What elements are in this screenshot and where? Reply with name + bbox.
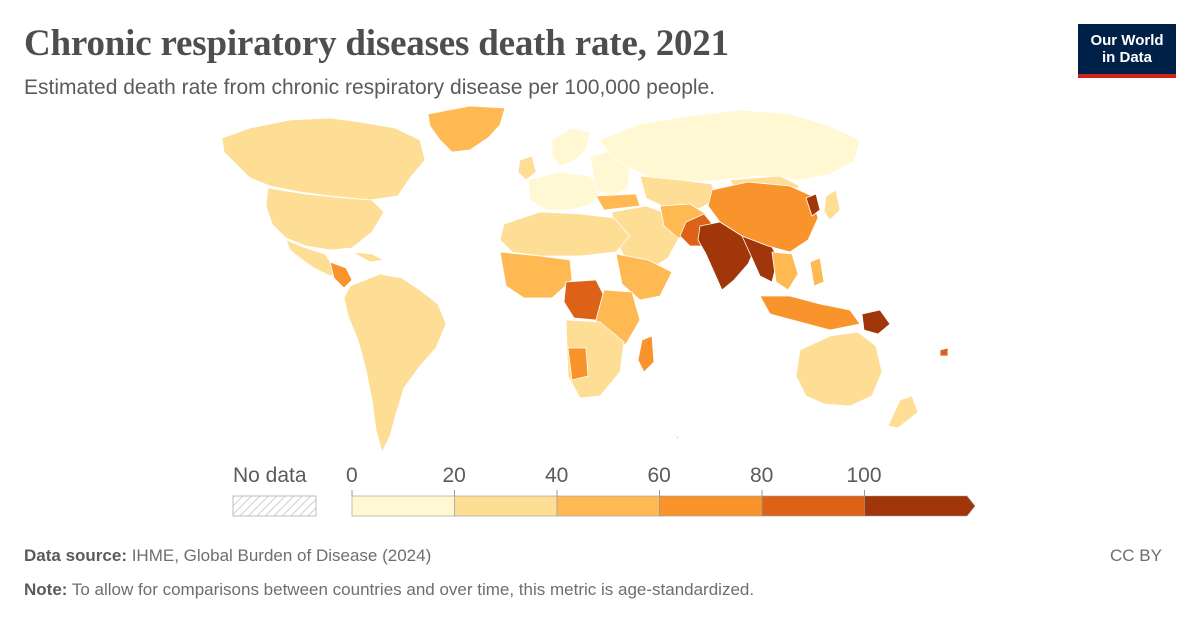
region-south-america[interactable] [343,273,447,453]
region-west-africa[interactable] [499,251,573,299]
legend-tick-label: 100 [846,464,882,487]
region-greenland[interactable] [427,105,506,153]
note: Note: To allow for comparisons between c… [24,580,754,600]
region-canada-alaska[interactable] [221,117,426,201]
legend-bin-2[interactable] [556,495,660,517]
legend [232,490,976,517]
region-north-africa[interactable] [499,211,631,257]
region-japan[interactable] [823,189,841,221]
region-new-zealand[interactable] [887,395,919,429]
logo-line-1: Our World [1090,32,1164,49]
legend-tick-label: 80 [750,464,774,487]
region-minor-island [675,435,680,440]
region-central-asia[interactable] [639,175,717,211]
region-china[interactable] [707,181,819,253]
region-korea[interactable] [805,193,821,217]
note-text: To allow for comparisons between countri… [67,580,755,599]
legend-no-data-swatch [232,495,317,517]
region-southern-africa[interactable] [565,319,625,399]
legend-bin-4[interactable] [761,495,865,517]
region-russia[interactable] [599,109,861,183]
region-western-europe[interactable] [527,171,603,211]
legend-tick-label: 20 [442,464,466,487]
legend-bin-5[interactable] [864,495,976,517]
region-horn-of-africa[interactable] [615,253,673,301]
legend-tick-label: 40 [545,464,569,487]
region-philippines[interactable] [809,257,825,287]
logo-line-2: in Data [1101,49,1152,66]
legend-no-data-label: No data [233,464,307,487]
region-central-america[interactable] [329,261,353,289]
region-namibia[interactable] [567,347,589,381]
license[interactable]: CC BY [1110,546,1162,565]
data-source: Data source: IHME, Global Burden of Dise… [24,546,431,566]
region-madagascar[interactable] [637,335,655,373]
legend-bin-3[interactable] [659,495,763,517]
data-source-label: Data source: [24,546,127,565]
region-pacific-islands[interactable] [939,347,949,357]
data-source-text: IHME, Global Burden of Disease (2024) [126,546,432,565]
region-turkey[interactable] [595,193,641,211]
region-scandinavia[interactable] [551,127,591,167]
region-caribbean[interactable] [351,251,385,263]
legend-bin-0[interactable] [351,495,455,517]
region-indochina[interactable] [771,251,799,291]
owid-logo[interactable]: Our World in Data [1078,24,1176,78]
region-australia[interactable] [795,331,883,407]
region-uk-ireland[interactable] [517,155,537,181]
region-usa[interactable] [265,187,385,251]
note-label: Note: [24,580,68,599]
chart-title: Chronic respiratory diseases death rate,… [24,23,729,64]
legend-tick-label: 0 [346,464,358,487]
logo-red-bar [1078,74,1176,78]
legend-tick-label: 60 [647,464,671,487]
chart-subtitle: Estimated death rate from chronic respir… [24,76,716,99]
legend-bin-1[interactable] [454,495,558,517]
region-png[interactable] [861,309,891,335]
region-indonesia[interactable] [759,295,861,331]
